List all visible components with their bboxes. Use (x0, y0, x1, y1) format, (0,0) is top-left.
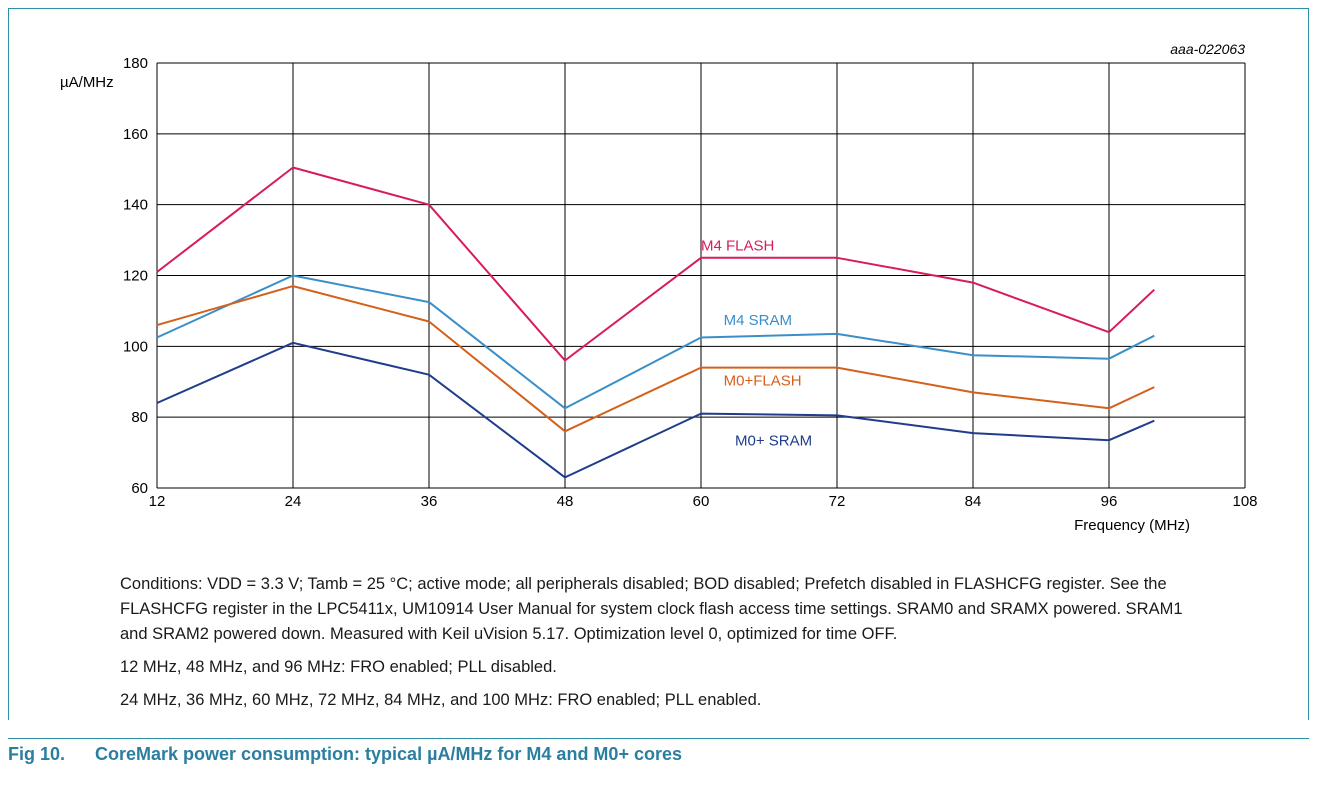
chart: aaa-022063 µA/MHz Frequency (MHz) 60 80 10… (60, 41, 1258, 534)
x-tick-label: 12 (149, 493, 166, 510)
y-tick-label: 60 (131, 480, 148, 497)
x-tick-label: 108 (1232, 493, 1257, 510)
x-tick-label: 84 (965, 493, 982, 510)
series-label-m4-sram: M4 SRAM (724, 312, 792, 329)
x-tick-label: 60 (693, 493, 710, 510)
series-label-m4-flash: M4 FLASH (701, 238, 774, 255)
y-axis-label: µA/MHz (60, 74, 114, 91)
y-tick-label: 180 (123, 55, 148, 72)
x-axis-label: Frequency (MHz) (1074, 517, 1190, 534)
series-line-m4-flash (156, 166, 1155, 362)
note-fro-pll-disabled: 12 MHz, 48 MHz, and 96 MHz: FRO enabled;… (120, 658, 557, 676)
figure-frame (8, 8, 1309, 720)
series-label-m0plus-sram: M0+ SRAM (735, 433, 812, 450)
y-tick-label: 160 (123, 126, 148, 143)
figure-caption-text: CoreMark power consumption: typical µA/M… (95, 744, 682, 764)
caption-divider (8, 738, 1309, 739)
y-tick-label: 140 (123, 197, 148, 214)
x-tick-label: 96 (1101, 493, 1118, 510)
y-tick-label: 120 (123, 268, 148, 285)
x-tick-label: 36 (421, 493, 438, 510)
note-conditions: Conditions: VDD = 3.3 V; Tamb = 25 °C; a… (120, 575, 1183, 643)
chart-notes: Conditions: VDD = 3.3 V; Tamb = 25 °C; a… (120, 572, 1200, 721)
series-line-m0plusflash (156, 285, 1155, 433)
figure-code: aaa-022063 (1170, 41, 1245, 57)
x-tick-label: 72 (829, 493, 846, 510)
y-tick-label: 80 (131, 409, 148, 426)
x-tick-label: 48 (557, 493, 574, 510)
series-line-m4-sram (156, 274, 1155, 410)
series-line-m0plus-sram (156, 341, 1155, 479)
note-fro-pll-enabled: 24 MHz, 36 MHz, 60 MHz, 72 MHz, 84 MHz, … (120, 691, 762, 709)
figure-caption: Fig 10. CoreMark power consumption: typic… (8, 744, 682, 765)
series-label-m0plusflash: M0+FLASH (724, 372, 802, 389)
figure-number: Fig 10. (8, 744, 66, 764)
y-tick-label: 100 (123, 338, 148, 355)
x-tick-label: 24 (285, 493, 302, 510)
